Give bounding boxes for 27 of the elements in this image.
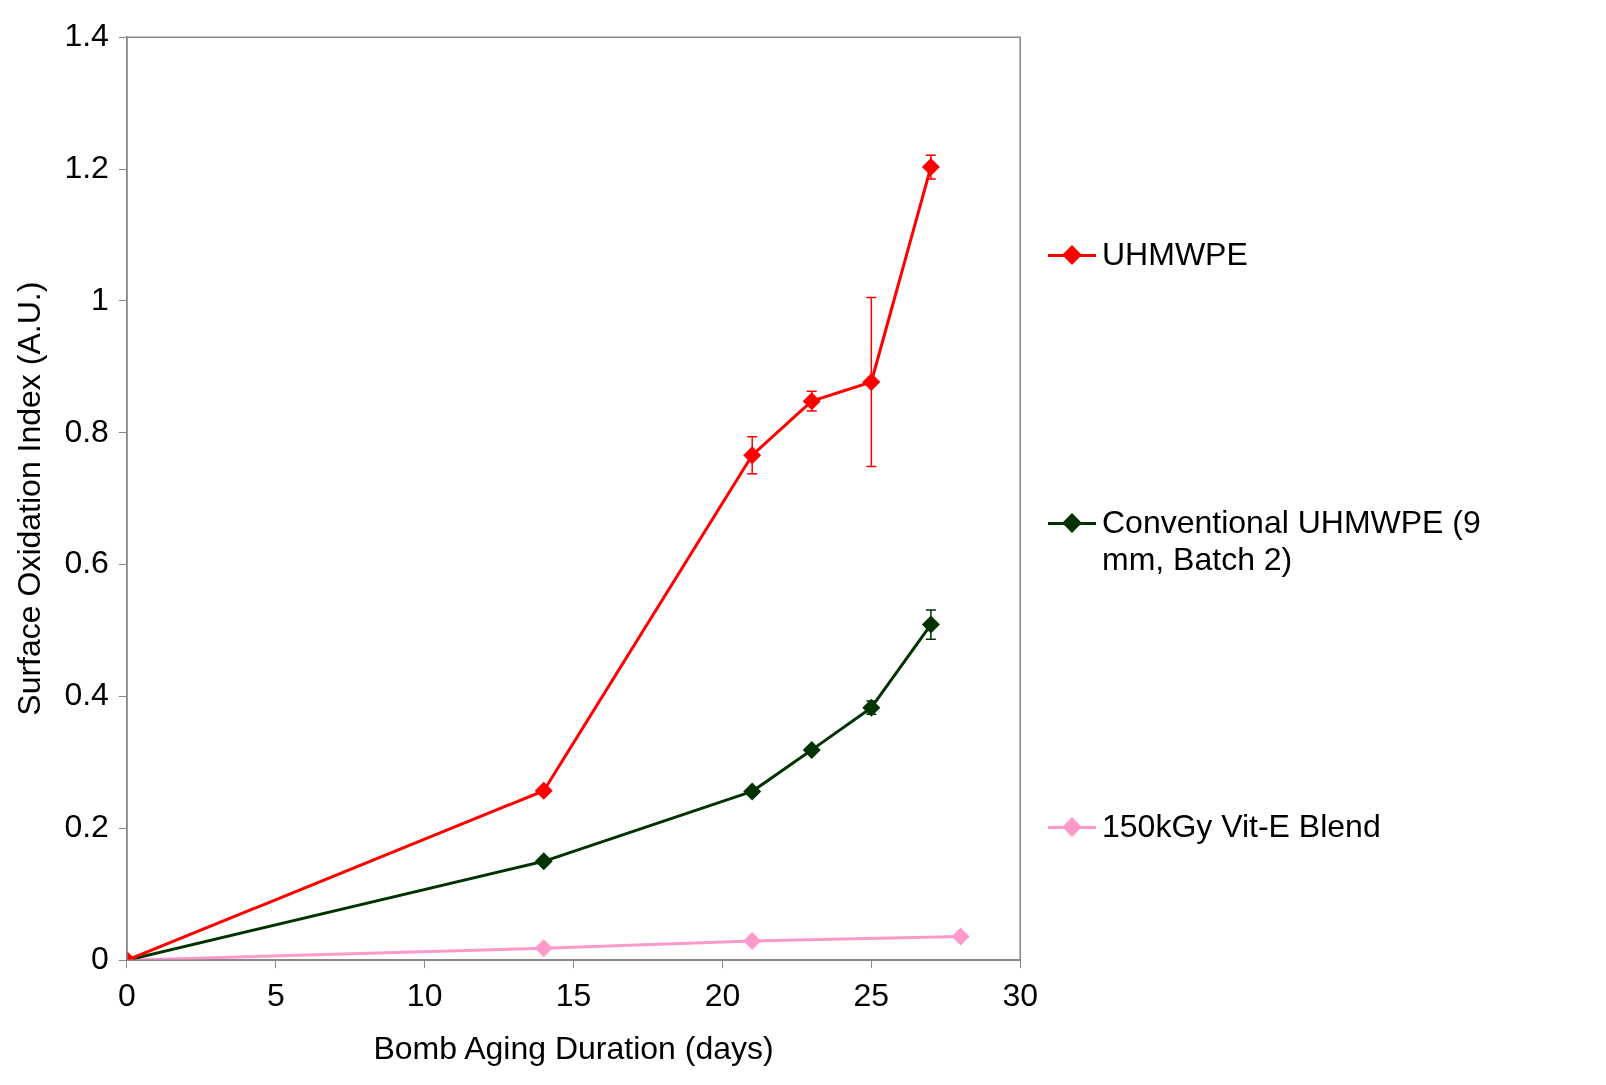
y-axis-title: Surface Oxidation Index (A.U.) xyxy=(11,281,48,716)
x-tick-label: 15 xyxy=(555,977,592,1014)
y-tick-label: 1.2 xyxy=(64,148,109,185)
x-tick-label: 20 xyxy=(704,977,741,1014)
x-tick-label: 30 xyxy=(1002,977,1038,1014)
legend-label: UHMWPE xyxy=(1102,235,1249,273)
x-axis-title: Bomb Aging Duration (days) xyxy=(373,1029,774,1066)
point xyxy=(951,927,970,946)
y-tick-label: 0.2 xyxy=(64,808,109,845)
x-tick-label: 0 xyxy=(117,977,136,1014)
point xyxy=(743,782,762,801)
x-tick-label: 10 xyxy=(406,977,443,1014)
y-tick-label: 0.6 xyxy=(64,544,109,581)
point xyxy=(534,939,553,958)
point xyxy=(743,932,762,951)
legend-label: Conventional UHMWPE (9 mm, Batch 2) xyxy=(1102,503,1482,578)
point xyxy=(534,852,553,871)
y-tick-label: 1.4 xyxy=(64,17,109,54)
y-tick-label: 0.4 xyxy=(64,676,109,713)
y-tick-label: 0 xyxy=(91,940,109,977)
legend-label: 150kGy Vit-E Blend xyxy=(1102,807,1382,845)
y-tick-label: 0.8 xyxy=(64,412,109,449)
point xyxy=(534,781,553,800)
y-tick-label: 1 xyxy=(91,280,109,317)
point xyxy=(802,740,821,759)
x-tick-label: 25 xyxy=(853,977,890,1014)
x-tick-label: 5 xyxy=(266,977,285,1014)
